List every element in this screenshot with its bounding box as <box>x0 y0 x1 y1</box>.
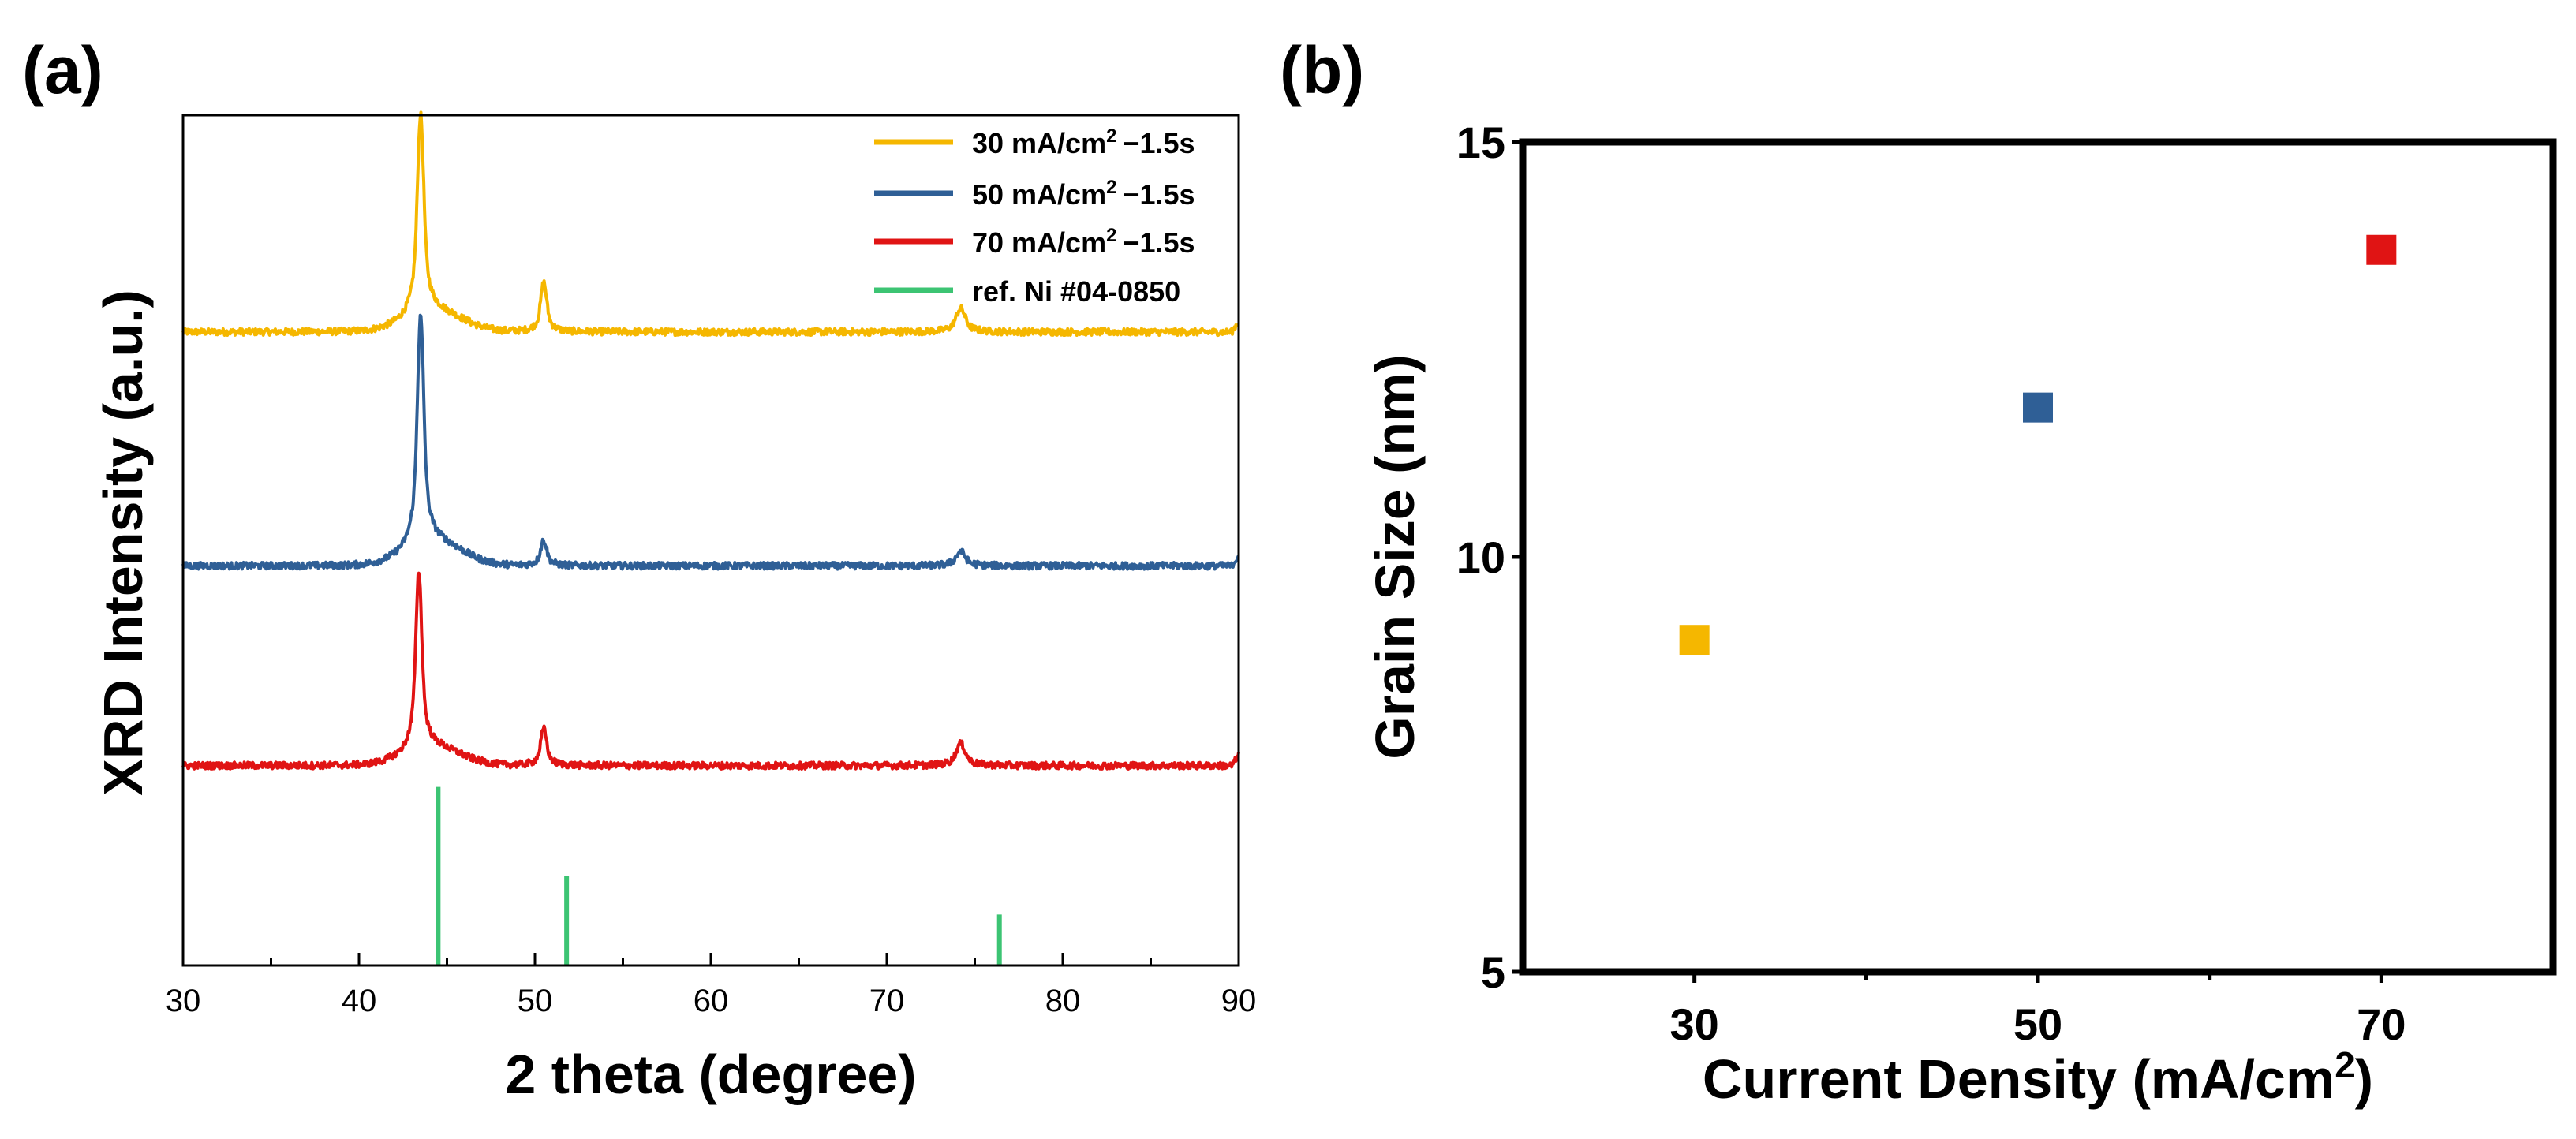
legend-item-70: 70 mA/cm2 −1.5s <box>874 225 1195 259</box>
legend-label-reference: ref. Ni #04-0850 <box>972 275 1180 308</box>
panel-a-plot <box>181 110 1240 965</box>
panel-a-x-tick-label: 30 <box>166 984 201 1018</box>
panel-b-x-axis-title-main: Current Density (mA/cm <box>1703 1048 2335 1110</box>
panel-b-x-axis: 30 50 70 <box>1670 972 2406 1049</box>
panel-b-x-tick-label: 50 <box>2013 999 2062 1049</box>
panel-b-label: (b) <box>1280 33 1364 107</box>
panel-a-y-axis-title: XRD Intensity (a.u.) <box>92 289 154 796</box>
grain-size-point-50 <box>2023 392 2053 423</box>
panel-b-x-axis-title-tail: ) <box>2355 1048 2373 1110</box>
grain-size-point-70 <box>2366 234 2397 265</box>
xrd-series-50 <box>181 313 1240 571</box>
legend-label-50: 50 mA/cm2 −1.5s <box>972 177 1195 211</box>
panel-b-x-tick-label: 70 <box>2357 999 2406 1049</box>
panel-a-label: (a) <box>22 33 103 107</box>
panel-b-y-axis-title: Grain Size (nm) <box>1364 354 1426 759</box>
panel-b-frame <box>1519 138 2557 976</box>
legend-label-30-sup: 2 <box>1106 125 1116 147</box>
legend-label-50-tail: −1.5s <box>1123 178 1195 211</box>
legend-label-70-main: 70 mA/cm <box>972 226 1106 259</box>
panel-b-y-axis: 5 10 15 <box>1456 118 1523 997</box>
panel-b-x-axis-title-sup: 2 <box>2335 1044 2355 1085</box>
xrd-series-30 <box>181 110 1240 338</box>
panel-a-x-tick-label: 70 <box>869 984 905 1018</box>
panel-a-x-tick-label: 50 <box>518 984 553 1018</box>
legend-label-30-tail: −1.5s <box>1123 127 1195 159</box>
legend-label-70-tail: −1.5s <box>1123 226 1195 259</box>
legend-label-50-sup: 2 <box>1106 177 1116 198</box>
legend-label-50-main: 50 mA/cm <box>972 178 1106 211</box>
panel-a-x-tick-label: 80 <box>1045 984 1081 1018</box>
legend-label-30: 30 mA/cm2 −1.5s <box>972 125 1195 159</box>
panel-a-x-tick-label: 40 <box>342 984 377 1018</box>
panel-b-y-tick-label: 10 <box>1456 532 1505 582</box>
panel-a-x-axis: 30 40 50 60 70 80 90 <box>166 953 1257 1018</box>
grain-size-point-30 <box>1679 625 1710 655</box>
panel-b-y-tick-label: 15 <box>1456 118 1505 167</box>
panel-a-legend: 30 mA/cm2 −1.5s 50 mA/cm2 −1.5s 70 mA/cm2−… <box>874 125 1195 308</box>
legend-item-30: 30 mA/cm2 −1.5s <box>874 125 1195 159</box>
panel-b-points <box>1679 234 2397 655</box>
legend-item-reference: ref. Ni #04-0850 <box>874 275 1180 308</box>
legend-item-50: 50 mA/cm2 −1.5s <box>874 177 1195 211</box>
panel-a-x-axis-title: 2 theta (degree) <box>505 1044 916 1105</box>
legend-label-70: 70 mA/cm2 −1.5s <box>972 225 1195 259</box>
legend-label-30-main: 30 mA/cm <box>972 127 1106 159</box>
panel-b-x-axis-title: Current Density (mA/cm2) <box>1703 1044 2373 1110</box>
legend-label-70-sup: 2 <box>1106 225 1116 246</box>
panel-b-x-tick-label: 30 <box>1670 999 1719 1049</box>
panel-b-y-tick-label: 5 <box>1481 947 1505 997</box>
xrd-series-70 <box>181 571 1240 771</box>
panel-a-x-tick-label: 60 <box>694 984 729 1018</box>
panel-a-x-tick-label: 90 <box>1221 984 1257 1018</box>
